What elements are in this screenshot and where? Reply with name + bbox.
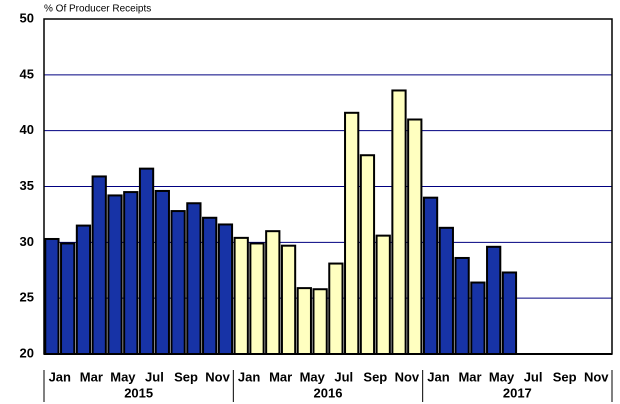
x-tick-label: Jul [145, 369, 164, 384]
x-tick-label: Nov [395, 369, 420, 384]
bar [470, 281, 486, 355]
bar [154, 189, 170, 355]
y-tick-label: 20 [20, 345, 34, 360]
x-tick-label: Sep [363, 369, 387, 384]
bar [265, 230, 281, 356]
x-tick-label: Sep [174, 369, 198, 384]
bar [202, 216, 218, 355]
y-tick-label: 40 [20, 122, 34, 137]
bar [328, 262, 344, 355]
x-tick-label: Jan [427, 369, 449, 384]
year-label: 2015 [124, 385, 153, 400]
x-tick-label: Mar [80, 369, 103, 384]
bar [312, 288, 328, 356]
x-tick-label: May [110, 369, 136, 384]
bar [233, 236, 249, 355]
x-tick-label: Mar [458, 369, 481, 384]
bar [296, 287, 312, 355]
bar [344, 111, 360, 355]
x-tick-label: Mar [269, 369, 292, 384]
x-tick-label: Sep [553, 369, 577, 384]
bar [107, 194, 123, 355]
bar [91, 175, 107, 355]
bar [217, 223, 234, 355]
x-tick-label: Nov [205, 369, 230, 384]
bar [359, 154, 376, 355]
bar [249, 242, 265, 355]
bar [501, 271, 518, 356]
x-tick-label: Jul [334, 369, 353, 384]
bar [391, 89, 407, 355]
bar [438, 226, 454, 355]
bar [407, 118, 423, 355]
bar [422, 196, 439, 355]
y-axis-label: % Of Producer Receipts [44, 4, 151, 15]
bar [280, 244, 297, 355]
y-tick-label: 30 [20, 234, 34, 249]
year-label: 2017 [503, 385, 532, 400]
year-label: 2016 [314, 385, 343, 400]
bar [60, 242, 76, 355]
x-tick-label: May [300, 369, 326, 384]
bar [375, 234, 391, 355]
bar [170, 210, 186, 355]
bar [486, 245, 502, 355]
x-tick-label: Jan [238, 369, 260, 384]
bar [44, 237, 60, 356]
bar [75, 224, 92, 355]
x-tick-label: May [489, 369, 515, 384]
bar [454, 256, 470, 356]
y-tick-label: 45 [20, 66, 34, 81]
y-tick-label: 50 [20, 10, 34, 25]
y-tick-label: 25 [20, 290, 34, 305]
x-tick-label: Jul [524, 369, 543, 384]
y-tick-label: 35 [20, 178, 34, 193]
bar [186, 202, 202, 355]
bar [123, 191, 139, 355]
x-tick-label: Nov [584, 369, 609, 384]
bar [138, 167, 155, 355]
x-tick-label: Jan [49, 369, 71, 384]
